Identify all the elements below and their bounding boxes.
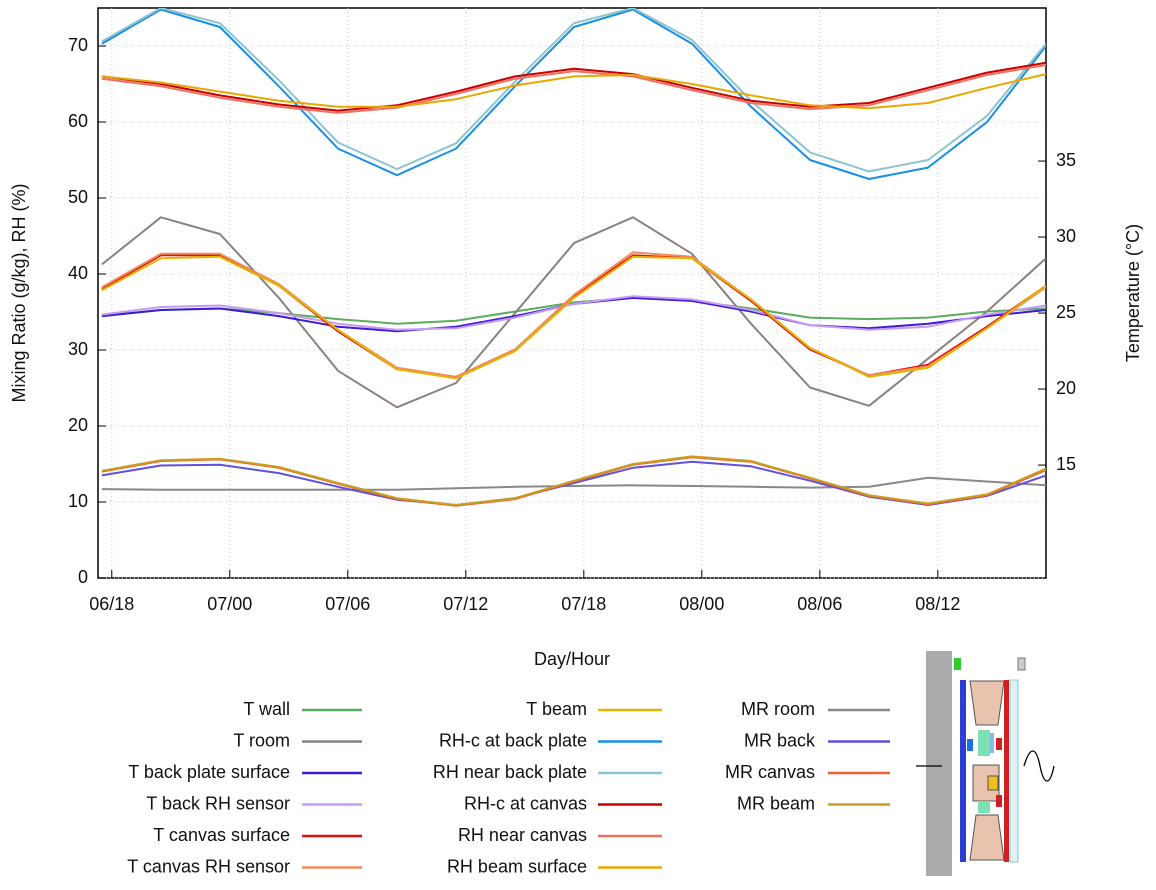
y-tick-label: 0 [78, 567, 88, 587]
legend-label: RH-c at back plate [439, 730, 587, 750]
y-tick-label: 70 [68, 35, 88, 55]
x-tick-label: 08/06 [797, 594, 842, 614]
series-line [101, 251, 1046, 378]
y-tick-label: 30 [68, 339, 88, 359]
plot-frame [97, 7, 1047, 579]
y-tick-label: 50 [68, 187, 88, 207]
y-tick-label: 40 [68, 263, 88, 283]
legend-label: T room [233, 730, 290, 750]
y2-tick-label: 20 [1056, 378, 1076, 398]
y2-tick-label: 25 [1056, 302, 1076, 322]
x-tick-label: 06/18 [89, 594, 134, 614]
legend-label: MR back [744, 730, 816, 750]
x-axis-label: Day/Hour [534, 649, 610, 669]
legend-label: RH near canvas [458, 825, 587, 845]
y-tick-label: 60 [68, 111, 88, 131]
x-tick-label: 08/12 [915, 594, 960, 614]
series-line [101, 254, 1046, 378]
y2-axis-label: Temperature (°C) [1123, 224, 1143, 362]
legend-label: RH near back plate [433, 762, 587, 782]
y2-tick-label: 30 [1056, 226, 1076, 246]
x-tick-label: 07/12 [443, 594, 488, 614]
y2-tick-label: 35 [1056, 150, 1076, 170]
legend-label: T canvas surface [153, 825, 290, 845]
y2-tick-label: 15 [1056, 454, 1076, 474]
series-line [101, 460, 1046, 506]
series-line [101, 61, 1046, 112]
legend-label: T back plate surface [128, 762, 290, 782]
series-line [101, 8, 1046, 173]
x-tick-label: 07/18 [561, 594, 606, 614]
x-tick-label: 07/00 [207, 594, 252, 614]
series-line [101, 255, 1046, 380]
y-tick-label: 20 [68, 415, 88, 435]
legend-label: T wall [243, 699, 290, 719]
y-axis-label: Mixing Ratio (g/kg), RH (%) [9, 183, 29, 402]
legend-label: T back RH sensor [146, 793, 290, 813]
y-tick-label: 10 [68, 491, 88, 511]
legend-label: T beam [526, 699, 587, 719]
series-line [101, 295, 1046, 331]
legend-label: MR canvas [725, 762, 815, 782]
x-tick-label: 08/00 [679, 594, 724, 614]
x-tick-label: 07/06 [325, 594, 370, 614]
legend-label: RH-c at canvas [464, 793, 587, 813]
series-line [101, 476, 1046, 491]
series-line [101, 455, 1046, 506]
legend-label: T canvas RH sensor [127, 856, 290, 876]
legend-label: MR room [741, 699, 815, 719]
series-line [101, 8, 1046, 180]
series-line [101, 64, 1046, 114]
wall-diagram [916, 651, 1055, 876]
legend-label: RH beam surface [447, 856, 587, 876]
legend-label: MR beam [737, 793, 815, 813]
series-line [101, 73, 1046, 110]
